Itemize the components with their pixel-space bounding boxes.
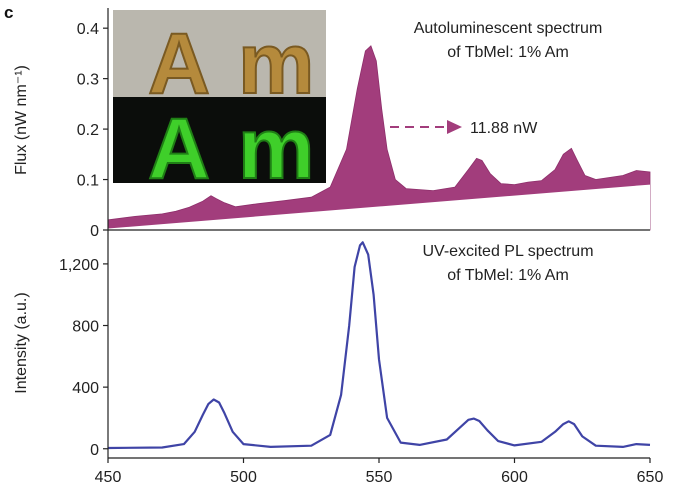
- inset-photo-ambient: [113, 10, 326, 97]
- top-title-line-2: of TbMel: 1% Am: [447, 44, 569, 61]
- top-y-tick-label: 0.4: [77, 21, 99, 38]
- inset-letter-a-glow: A: [148, 101, 210, 197]
- inset-photo-dark: [113, 97, 326, 183]
- bottom-title-line-1: UV-excited PL spectrum: [422, 243, 593, 260]
- pl-panel: 0 400 800 1,200 450 500 550 600 650 Intensity (…: [13, 230, 663, 486]
- bottom-y-tick-label: 800: [72, 319, 99, 336]
- autoluminescent-area: [107, 45, 651, 231]
- inset-photos: A m A m: [113, 10, 326, 198]
- inset-letter-m-glow: m: [238, 101, 314, 197]
- bottom-title-line-2: of TbMel: 1% Am: [447, 267, 569, 284]
- top-y-tick-label: 0.2: [77, 122, 99, 139]
- bottom-y-axis-label: Intensity (a.u.): [13, 292, 30, 393]
- top-y-axis-label: Flux (nW nm⁻¹): [13, 65, 30, 175]
- bottom-y-tick-label: 1,200: [59, 257, 99, 274]
- top-y-ticks: 0 0.1 0.2 0.3 0.4: [77, 21, 108, 240]
- top-title-line-1: Autoluminescent spectrum: [414, 20, 603, 37]
- x-tick-label: 450: [95, 469, 122, 486]
- pl-spectrum-line: [107, 241, 651, 450]
- top-y-tick-label: 0: [90, 223, 99, 240]
- bottom-y-tick-label: 400: [72, 380, 99, 397]
- bottom-y-tick-label: 0: [90, 442, 99, 459]
- x-tick-label: 600: [501, 469, 528, 486]
- top-y-tick-label: 0.3: [77, 72, 99, 89]
- top-y-tick-label: 0.1: [77, 173, 99, 190]
- x-tick-label: 550: [366, 469, 393, 486]
- x-tick-label: 500: [230, 469, 257, 486]
- annotation-arrow-head: [447, 120, 462, 134]
- autoluminescent-baseline: [108, 184, 650, 230]
- autoluminescent-panel: 0 0.1 0.2 0.3 0.4 Flux (nW nm⁻¹) Autolumines…: [13, 8, 651, 240]
- inset-letter-m: m: [238, 16, 314, 112]
- panel-label: c: [4, 3, 13, 22]
- x-ticks: 450 500 550 600 650: [95, 458, 664, 486]
- inset-letter-a: A: [148, 16, 210, 112]
- annotation-total-flux: 11.88 nW: [470, 120, 538, 137]
- x-tick-label: 650: [637, 469, 664, 486]
- bottom-y-ticks: 0 400 800 1,200: [59, 257, 108, 459]
